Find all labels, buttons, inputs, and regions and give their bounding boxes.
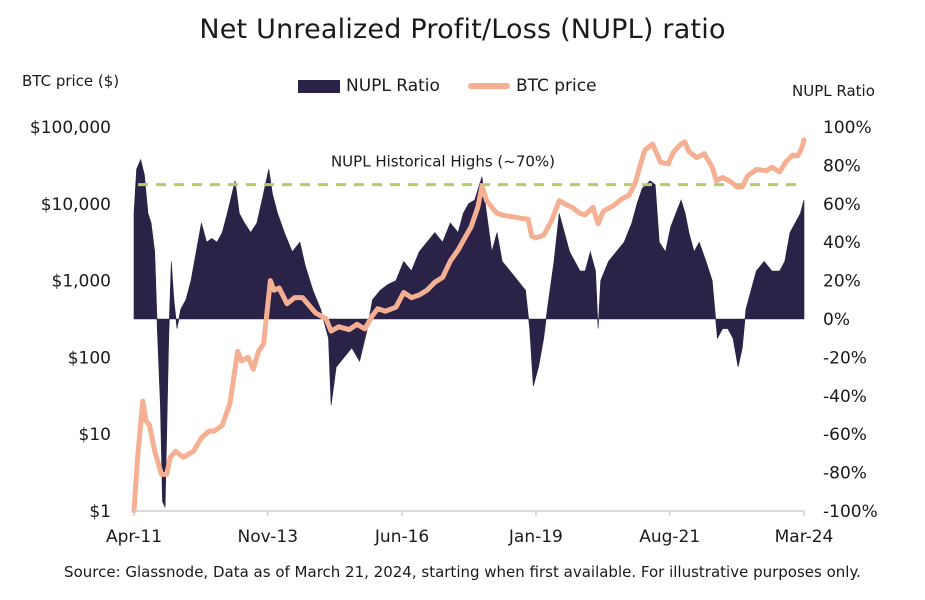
source-note: Source: Glassnode, Data as of March 21, …	[64, 563, 861, 581]
right-tick-label: 20%	[823, 272, 861, 292]
right-tick-label: -60%	[823, 425, 867, 445]
left-tick-label: $100,000	[30, 118, 111, 138]
legend-label-btc: BTC price	[515, 76, 597, 96]
legend-item-btc: BTC price	[467, 76, 597, 96]
x-tick-label: Aug-21	[639, 527, 700, 547]
left-tick-label: $100	[68, 348, 111, 368]
right-tick-label: 80%	[823, 156, 861, 176]
right-tick-label: -100%	[823, 502, 878, 522]
right-tick-label: 60%	[823, 195, 861, 215]
x-tick-label: Jan-19	[508, 527, 563, 547]
chart-title: Net Unrealized Profit/Loss (NUPL) ratio	[199, 14, 726, 45]
left-tick-label: $1	[89, 502, 111, 522]
legend: NUPL Ratio BTC price	[298, 76, 625, 96]
left-axis-title: BTC price ($)	[22, 72, 120, 90]
right-tick-label: 40%	[823, 233, 861, 253]
right-tick-label: 100%	[823, 118, 872, 138]
x-tick-label: Jun-16	[374, 527, 429, 547]
right-tick-label: 0%	[823, 310, 850, 330]
btc-price-line	[131, 137, 807, 514]
left-tick-label: $10,000	[41, 195, 111, 215]
reference-line-label: NUPL Historical Highs (~70%)	[331, 153, 555, 171]
legend-swatch-btc	[467, 83, 510, 89]
x-tick-label: Apr-11	[106, 527, 162, 547]
legend-label-nupl: NUPL Ratio	[346, 76, 440, 96]
right-tick-label: -20%	[823, 348, 867, 368]
right-axis-title: NUPL Ratio	[792, 82, 875, 100]
legend-swatch-nupl	[298, 79, 340, 93]
left-tick-label: $1,000	[52, 272, 111, 292]
left-tick-label: $10	[79, 425, 111, 445]
x-tick-label: Mar-24	[775, 527, 834, 547]
legend-item-nupl: NUPL Ratio	[298, 76, 440, 96]
nupl-area	[133, 158, 805, 508]
right-tick-label: -40%	[823, 387, 867, 407]
right-tick-label: -80%	[823, 464, 867, 484]
x-tick-label: Nov-13	[238, 527, 299, 547]
